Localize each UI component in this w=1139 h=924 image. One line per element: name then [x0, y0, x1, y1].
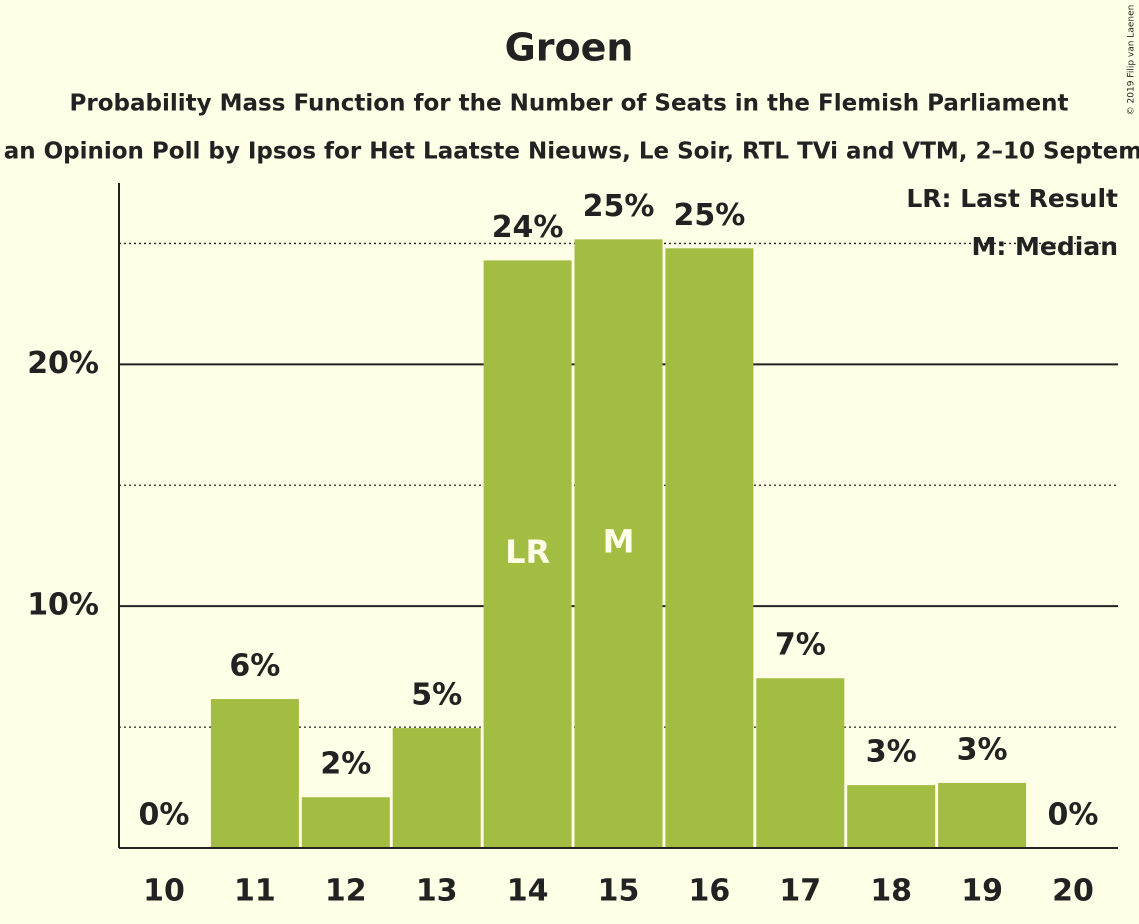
x-tick-label: 20: [1052, 874, 1094, 909]
x-tick-label: 11: [234, 874, 276, 909]
x-tick-label: 19: [961, 874, 1003, 909]
bar: [665, 248, 754, 849]
copyright: © 2019 Filip van Laenen: [1127, 5, 1137, 116]
value-label: 0%: [1048, 798, 1099, 833]
x-tick-label: 12: [325, 874, 367, 909]
x-tick-label: 17: [779, 874, 821, 909]
bar: [392, 728, 481, 848]
bar: [574, 239, 663, 849]
bar-annotation: M: [603, 523, 635, 561]
bar: [938, 782, 1027, 848]
value-label: 0%: [139, 798, 190, 833]
bar: [210, 699, 299, 848]
bar: [847, 785, 936, 848]
x-tick-label: 13: [416, 874, 458, 909]
chart-title: Groen: [505, 26, 634, 70]
bar: [756, 678, 845, 848]
value-label: 3%: [866, 735, 917, 770]
value-label: 7%: [775, 628, 826, 663]
y-tick-label: 20%: [27, 346, 99, 381]
value-label: 24%: [492, 210, 564, 245]
y-tick-label: 10%: [27, 588, 99, 623]
value-label: 2%: [320, 747, 371, 782]
chart-subtitle: Probability Mass Function for the Number…: [70, 91, 1069, 117]
chart-subtitle: n an Opinion Poll by Ipsos for Het Laats…: [0, 139, 1139, 165]
x-tick-label: 14: [507, 874, 549, 909]
value-label: 25%: [583, 189, 655, 224]
value-label: 25%: [673, 198, 745, 233]
x-tick-label: 18: [870, 874, 912, 909]
bar-annotation: LR: [505, 533, 550, 571]
bar: [483, 260, 572, 848]
x-tick-label: 15: [598, 874, 640, 909]
legend-entry: LR: Last Result: [906, 184, 1118, 213]
x-tick-label: 16: [689, 874, 731, 909]
value-label: 5%: [411, 678, 462, 713]
legend-entry: M: Median: [971, 232, 1118, 261]
bar: [301, 797, 390, 848]
value-label: 3%: [957, 732, 1008, 767]
x-tick-label: 10: [143, 874, 185, 909]
value-label: 6%: [229, 649, 280, 684]
